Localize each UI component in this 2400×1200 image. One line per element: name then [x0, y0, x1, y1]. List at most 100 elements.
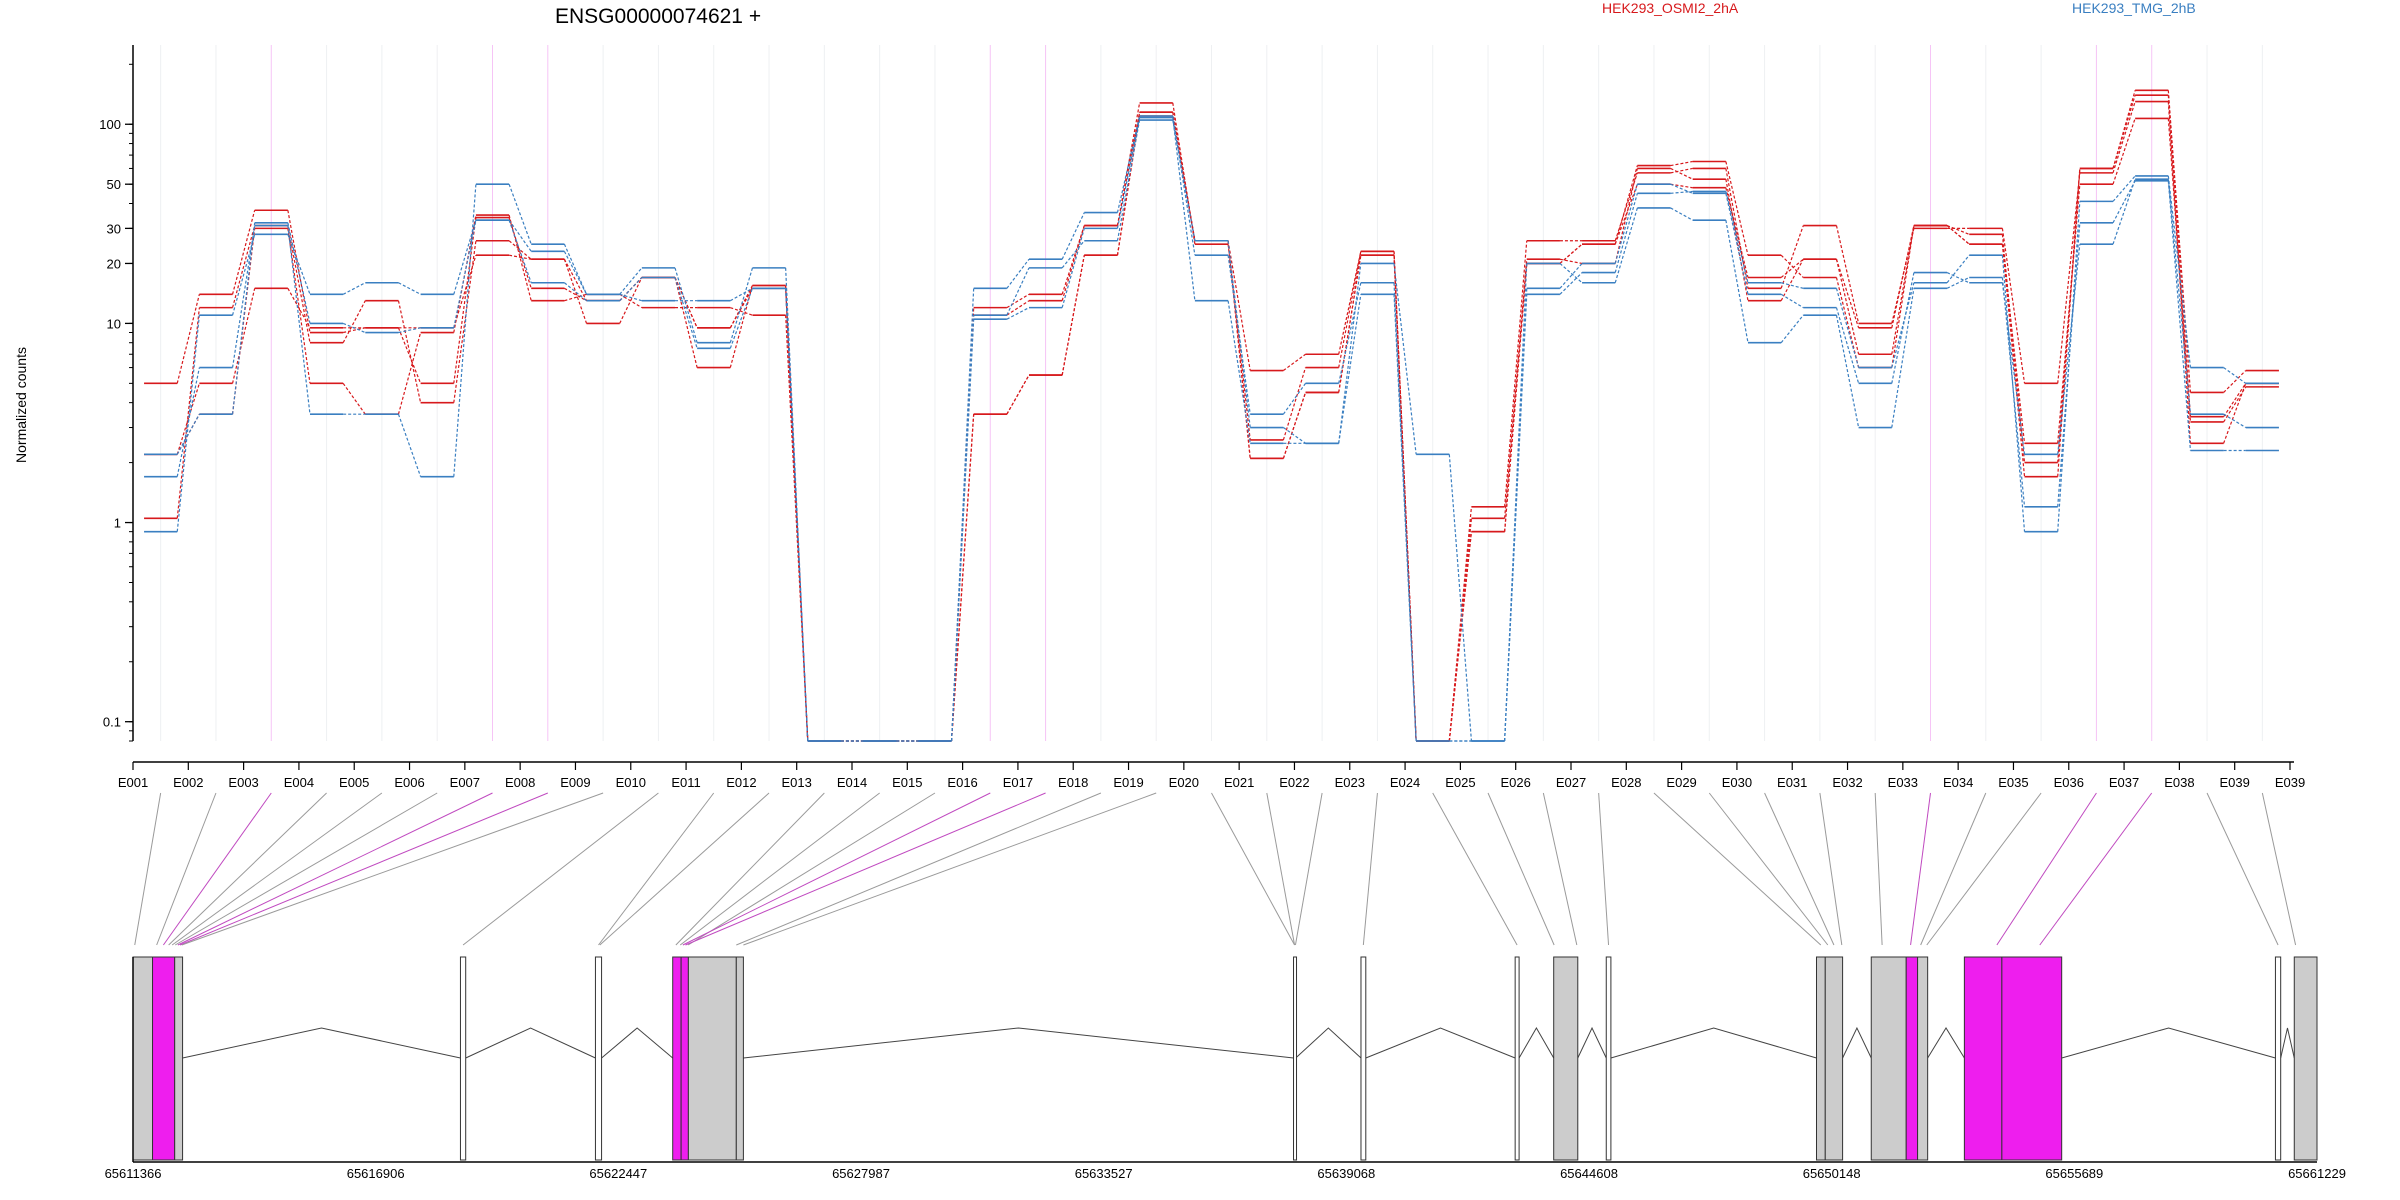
intron-line	[601, 1027, 674, 1059]
exon-connector	[675, 792, 825, 946]
y-tick-label: 100	[99, 117, 121, 132]
exon-connector	[1542, 792, 1578, 946]
exon-connector	[177, 792, 493, 946]
series-link	[619, 277, 643, 302]
series-link	[231, 225, 256, 368]
x-tick-label: E006	[394, 775, 424, 790]
series-link	[2167, 179, 2192, 415]
series-link	[950, 414, 975, 742]
exon-connector	[682, 792, 991, 946]
series-link	[231, 228, 256, 415]
series-link	[453, 217, 477, 384]
x-tick-label: E039	[2220, 775, 2250, 790]
exon-connector	[1764, 792, 1835, 946]
series-link	[1670, 183, 1693, 189]
exon-box	[1917, 956, 1929, 1161]
exon-box	[1824, 956, 1844, 1161]
series-link	[1670, 183, 1693, 194]
series-link	[2001, 244, 2026, 477]
exon-connector	[171, 792, 383, 946]
series-link	[1946, 272, 1970, 284]
series-link	[1338, 255, 1362, 393]
series-link	[1559, 262, 1583, 284]
series-link	[1725, 161, 1749, 256]
series-link	[674, 277, 698, 349]
intron-line	[1610, 1027, 1817, 1059]
exon-box	[1360, 956, 1367, 1161]
series-link	[1006, 374, 1030, 415]
series-link	[2057, 172, 2081, 384]
exon-connector	[1996, 792, 2097, 946]
exon-box	[735, 956, 744, 1161]
series-link	[1559, 243, 1583, 264]
series-link	[1946, 276, 1970, 289]
series-link	[287, 210, 311, 333]
series-link	[2112, 178, 2136, 245]
x-tick-label: E005	[339, 775, 369, 790]
exon-connector	[679, 792, 880, 946]
y-tick-label: 10	[107, 316, 121, 331]
exon-connector	[2206, 792, 2279, 946]
series-link	[2057, 184, 2081, 444]
exon-connector	[1920, 792, 1987, 946]
series-link	[1116, 119, 1141, 241]
x-tick-label: E019	[1113, 775, 1143, 790]
series-link	[1061, 240, 1085, 269]
genomic-coordinate-label: 65616906	[347, 1166, 405, 1181]
series-link	[1283, 353, 1306, 371]
exon-connector	[1362, 792, 1378, 946]
series-link	[1006, 267, 1030, 316]
series-link	[729, 285, 754, 368]
series-link	[2001, 282, 2026, 455]
series-link	[1006, 307, 1030, 320]
series-link	[1283, 427, 1306, 444]
exon-box	[594, 956, 603, 1161]
x-tick-label: E003	[228, 775, 258, 790]
series-link	[1006, 258, 1030, 289]
series-link	[176, 413, 200, 455]
intron-line	[1577, 1026, 1607, 1059]
exon-connector	[162, 792, 272, 946]
exon-box	[1815, 956, 1826, 1161]
series-link	[1780, 314, 1804, 344]
series-link	[176, 315, 200, 532]
series-link	[1670, 160, 1693, 167]
gene-model: 65611366 65616906 65622447 65627987 65633527…	[105, 956, 2346, 1181]
x-tick-label: E021	[1224, 775, 1254, 790]
exon-box	[2001, 956, 2063, 1161]
series-link	[398, 327, 421, 334]
series-link	[1891, 272, 1915, 384]
series-link	[231, 210, 256, 295]
series-link	[287, 225, 311, 415]
series-link	[1725, 193, 1749, 295]
series-link	[619, 277, 643, 324]
intron-line	[1295, 1027, 1362, 1059]
series-link	[2112, 90, 2136, 169]
series-link	[674, 277, 698, 329]
series-link	[1559, 243, 1583, 264]
series-link	[2057, 244, 2081, 455]
series-link	[1891, 225, 1915, 368]
x-tick-label: E035	[1998, 775, 2028, 790]
y-tick-label: 0.1	[103, 715, 121, 730]
series-link	[1946, 254, 1970, 284]
series-link	[508, 254, 532, 260]
series-link	[1725, 220, 1749, 343]
series-link	[1504, 263, 1528, 742]
series-link	[1227, 255, 1251, 415]
series-link	[564, 287, 587, 302]
series-link	[563, 251, 588, 295]
y-tick-label: 1	[114, 516, 121, 531]
exon-connector	[2039, 792, 2153, 946]
series-link	[1559, 263, 1583, 289]
series-link	[453, 219, 477, 295]
exon-connector	[599, 792, 770, 946]
series-link	[1835, 277, 1860, 368]
exon-box	[174, 956, 184, 1161]
series-link	[1172, 115, 1196, 256]
series-link	[1725, 187, 1749, 278]
genomic-coordinate-label: 65650148	[1803, 1166, 1861, 1181]
series-link	[1116, 112, 1141, 256]
exon-connector	[156, 792, 217, 946]
exon-connector	[181, 792, 604, 946]
